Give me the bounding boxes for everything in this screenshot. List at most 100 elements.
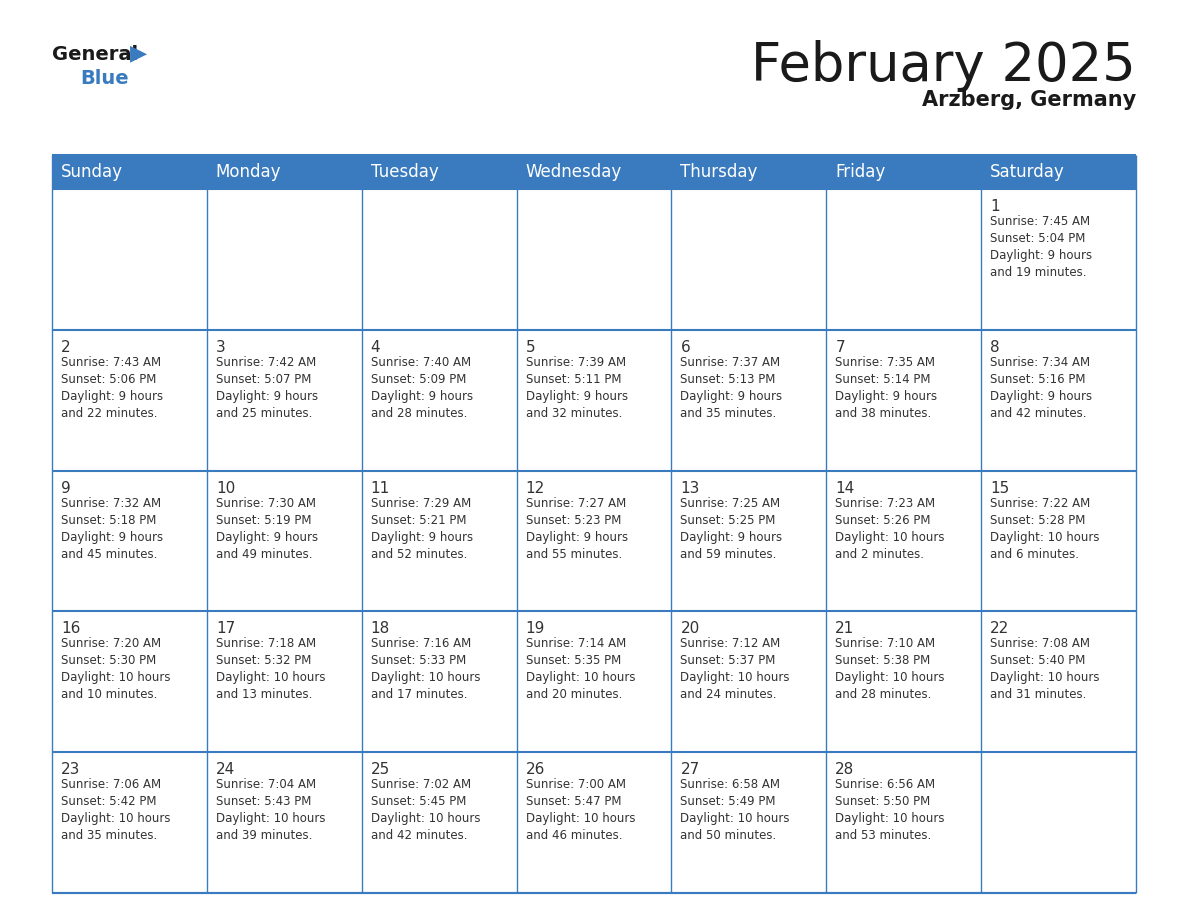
- Text: Sunrise: 7:43 AM
Sunset: 5:06 PM
Daylight: 9 hours
and 22 minutes.: Sunrise: 7:43 AM Sunset: 5:06 PM Dayligh…: [61, 356, 163, 420]
- Bar: [52, 155, 207, 189]
- Text: 24: 24: [216, 762, 235, 778]
- Text: Sunrise: 7:32 AM
Sunset: 5:18 PM
Daylight: 9 hours
and 45 minutes.: Sunrise: 7:32 AM Sunset: 5:18 PM Dayligh…: [61, 497, 163, 561]
- Text: Sunrise: 7:34 AM
Sunset: 5:16 PM
Daylight: 9 hours
and 42 minutes.: Sunrise: 7:34 AM Sunset: 5:16 PM Dayligh…: [990, 356, 1092, 420]
- Text: Sunrise: 7:04 AM
Sunset: 5:43 PM
Daylight: 10 hours
and 39 minutes.: Sunrise: 7:04 AM Sunset: 5:43 PM Dayligh…: [216, 778, 326, 842]
- Text: Sunrise: 7:16 AM
Sunset: 5:33 PM
Daylight: 10 hours
and 17 minutes.: Sunrise: 7:16 AM Sunset: 5:33 PM Dayligh…: [371, 637, 480, 701]
- Text: 13: 13: [681, 481, 700, 496]
- Text: 23: 23: [61, 762, 81, 778]
- Text: 21: 21: [835, 621, 854, 636]
- Bar: [981, 752, 1136, 893]
- Text: Wednesday: Wednesday: [525, 163, 621, 181]
- Bar: [52, 189, 207, 330]
- Bar: [981, 611, 1136, 752]
- Bar: [517, 611, 671, 752]
- Text: Sunrise: 7:08 AM
Sunset: 5:40 PM
Daylight: 10 hours
and 31 minutes.: Sunrise: 7:08 AM Sunset: 5:40 PM Dayligh…: [990, 637, 1100, 701]
- Text: Thursday: Thursday: [681, 163, 758, 181]
- Text: Sunrise: 6:58 AM
Sunset: 5:49 PM
Daylight: 10 hours
and 50 minutes.: Sunrise: 6:58 AM Sunset: 5:49 PM Dayligh…: [681, 778, 790, 842]
- Text: Monday: Monday: [216, 163, 282, 181]
- Text: Sunrise: 7:02 AM
Sunset: 5:45 PM
Daylight: 10 hours
and 42 minutes.: Sunrise: 7:02 AM Sunset: 5:45 PM Dayligh…: [371, 778, 480, 842]
- Bar: [517, 155, 671, 189]
- Bar: [981, 155, 1136, 189]
- Bar: [517, 330, 671, 471]
- Text: Tuesday: Tuesday: [371, 163, 438, 181]
- Bar: [207, 752, 361, 893]
- Bar: [361, 155, 517, 189]
- Text: 19: 19: [525, 621, 545, 636]
- Text: 3: 3: [216, 340, 226, 354]
- Text: Sunrise: 7:42 AM
Sunset: 5:07 PM
Daylight: 9 hours
and 25 minutes.: Sunrise: 7:42 AM Sunset: 5:07 PM Dayligh…: [216, 356, 318, 420]
- Bar: [981, 330, 1136, 471]
- Text: 7: 7: [835, 340, 845, 354]
- Text: 15: 15: [990, 481, 1010, 496]
- Text: 22: 22: [990, 621, 1010, 636]
- Text: Sunrise: 7:35 AM
Sunset: 5:14 PM
Daylight: 9 hours
and 38 minutes.: Sunrise: 7:35 AM Sunset: 5:14 PM Dayligh…: [835, 356, 937, 420]
- Bar: [207, 189, 361, 330]
- Bar: [52, 752, 207, 893]
- Text: Sunrise: 7:14 AM
Sunset: 5:35 PM
Daylight: 10 hours
and 20 minutes.: Sunrise: 7:14 AM Sunset: 5:35 PM Dayligh…: [525, 637, 636, 701]
- Text: 5: 5: [525, 340, 536, 354]
- Text: 11: 11: [371, 481, 390, 496]
- Text: 20: 20: [681, 621, 700, 636]
- Text: Sunrise: 7:37 AM
Sunset: 5:13 PM
Daylight: 9 hours
and 35 minutes.: Sunrise: 7:37 AM Sunset: 5:13 PM Dayligh…: [681, 356, 783, 420]
- Bar: [361, 611, 517, 752]
- Bar: [361, 189, 517, 330]
- Bar: [361, 330, 517, 471]
- Text: Sunrise: 7:20 AM
Sunset: 5:30 PM
Daylight: 10 hours
and 10 minutes.: Sunrise: 7:20 AM Sunset: 5:30 PM Dayligh…: [61, 637, 171, 701]
- Bar: [207, 155, 361, 189]
- Bar: [517, 471, 671, 611]
- Bar: [517, 189, 671, 330]
- Bar: [207, 611, 361, 752]
- Bar: [981, 189, 1136, 330]
- Bar: [827, 471, 981, 611]
- Text: Sunrise: 7:22 AM
Sunset: 5:28 PM
Daylight: 10 hours
and 6 minutes.: Sunrise: 7:22 AM Sunset: 5:28 PM Dayligh…: [990, 497, 1100, 561]
- Text: 17: 17: [216, 621, 235, 636]
- Bar: [207, 330, 361, 471]
- Text: 18: 18: [371, 621, 390, 636]
- Bar: [207, 471, 361, 611]
- Bar: [827, 189, 981, 330]
- Bar: [361, 752, 517, 893]
- Text: 16: 16: [61, 621, 81, 636]
- Text: Sunrise: 6:56 AM
Sunset: 5:50 PM
Daylight: 10 hours
and 53 minutes.: Sunrise: 6:56 AM Sunset: 5:50 PM Dayligh…: [835, 778, 944, 842]
- Text: Sunrise: 7:12 AM
Sunset: 5:37 PM
Daylight: 10 hours
and 24 minutes.: Sunrise: 7:12 AM Sunset: 5:37 PM Dayligh…: [681, 637, 790, 701]
- Text: 1: 1: [990, 199, 1000, 214]
- Text: Sunrise: 7:06 AM
Sunset: 5:42 PM
Daylight: 10 hours
and 35 minutes.: Sunrise: 7:06 AM Sunset: 5:42 PM Dayligh…: [61, 778, 171, 842]
- Text: Sunrise: 7:10 AM
Sunset: 5:38 PM
Daylight: 10 hours
and 28 minutes.: Sunrise: 7:10 AM Sunset: 5:38 PM Dayligh…: [835, 637, 944, 701]
- Text: Sunrise: 7:27 AM
Sunset: 5:23 PM
Daylight: 9 hours
and 55 minutes.: Sunrise: 7:27 AM Sunset: 5:23 PM Dayligh…: [525, 497, 627, 561]
- Text: Sunrise: 7:45 AM
Sunset: 5:04 PM
Daylight: 9 hours
and 19 minutes.: Sunrise: 7:45 AM Sunset: 5:04 PM Dayligh…: [990, 215, 1092, 279]
- Bar: [827, 330, 981, 471]
- Text: 10: 10: [216, 481, 235, 496]
- Text: Sunrise: 7:23 AM
Sunset: 5:26 PM
Daylight: 10 hours
and 2 minutes.: Sunrise: 7:23 AM Sunset: 5:26 PM Dayligh…: [835, 497, 944, 561]
- Bar: [52, 611, 207, 752]
- Text: Friday: Friday: [835, 163, 885, 181]
- Text: Blue: Blue: [80, 69, 128, 88]
- Text: 8: 8: [990, 340, 1000, 354]
- Bar: [52, 471, 207, 611]
- Text: 4: 4: [371, 340, 380, 354]
- Text: Sunrise: 7:18 AM
Sunset: 5:32 PM
Daylight: 10 hours
and 13 minutes.: Sunrise: 7:18 AM Sunset: 5:32 PM Dayligh…: [216, 637, 326, 701]
- Text: February 2025: February 2025: [751, 40, 1136, 92]
- Text: 9: 9: [61, 481, 71, 496]
- Text: Sunrise: 7:00 AM
Sunset: 5:47 PM
Daylight: 10 hours
and 46 minutes.: Sunrise: 7:00 AM Sunset: 5:47 PM Dayligh…: [525, 778, 636, 842]
- Text: 27: 27: [681, 762, 700, 778]
- Bar: [981, 471, 1136, 611]
- Bar: [671, 330, 827, 471]
- Bar: [671, 155, 827, 189]
- Text: 26: 26: [525, 762, 545, 778]
- Bar: [671, 752, 827, 893]
- Text: General: General: [52, 45, 138, 64]
- Text: 14: 14: [835, 481, 854, 496]
- Bar: [671, 189, 827, 330]
- Text: 12: 12: [525, 481, 545, 496]
- Bar: [827, 752, 981, 893]
- Bar: [361, 471, 517, 611]
- Text: Sunrise: 7:29 AM
Sunset: 5:21 PM
Daylight: 9 hours
and 52 minutes.: Sunrise: 7:29 AM Sunset: 5:21 PM Dayligh…: [371, 497, 473, 561]
- Text: Sunrise: 7:25 AM
Sunset: 5:25 PM
Daylight: 9 hours
and 59 minutes.: Sunrise: 7:25 AM Sunset: 5:25 PM Dayligh…: [681, 497, 783, 561]
- Text: Sunday: Sunday: [61, 163, 124, 181]
- Bar: [52, 330, 207, 471]
- Bar: [827, 611, 981, 752]
- Text: 28: 28: [835, 762, 854, 778]
- Text: 6: 6: [681, 340, 690, 354]
- Text: ▶: ▶: [129, 43, 147, 63]
- Bar: [671, 471, 827, 611]
